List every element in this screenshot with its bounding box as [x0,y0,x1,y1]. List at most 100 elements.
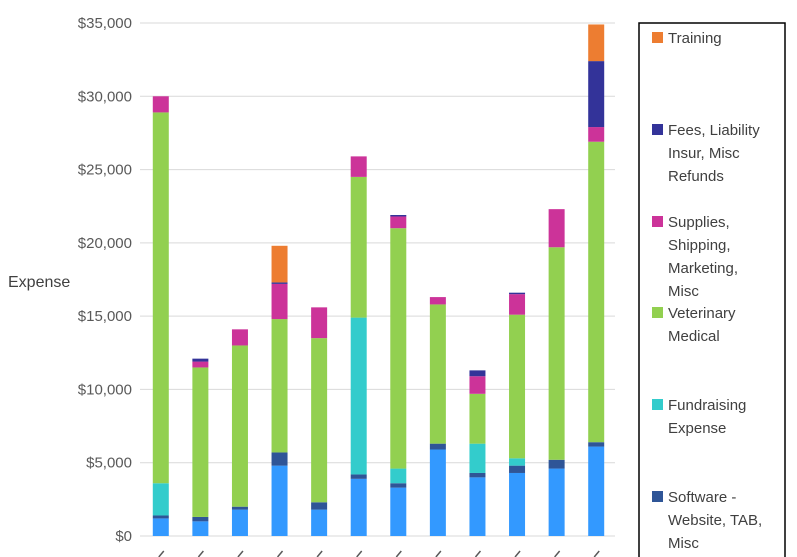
legend-swatch [652,216,663,227]
x-tick-mark [514,550,521,557]
bar-segment [152,518,169,536]
bar-segment [429,304,446,444]
legend-label: Refunds [668,168,724,185]
x-tick-mark [474,550,482,557]
legend-label: Marketing, [668,260,738,277]
bar-segment [390,468,407,484]
x-tick-mark [197,550,204,557]
bar-segment [588,127,605,142]
bar-segment [192,367,209,517]
x-tick-mark [395,550,402,557]
bar-segment [509,465,526,473]
y-tick-label: $25,000 [78,162,132,179]
bar-segment [192,516,209,522]
bar-segment [548,459,565,469]
legend-label: Expense [668,420,726,437]
legend-swatch [652,491,663,502]
bar-segment [548,247,565,460]
bar-segment [231,345,248,507]
y-tick-label: $20,000 [78,235,132,252]
y-tick-label: $5,000 [86,455,132,472]
bar-segment [311,307,328,339]
bar-segment [231,506,248,510]
bar-segment [350,474,367,479]
bar-segment [192,358,209,362]
bars [152,24,605,536]
bar-segment [271,452,288,466]
x-tick-mark [356,550,363,557]
bar-segment [588,442,605,447]
bar-segment [271,465,288,536]
bar-segment [350,176,367,318]
legend-label: Fundraising [668,397,746,414]
bar-segment [350,317,367,475]
bar-segment [311,502,328,510]
bar-segment [390,228,407,469]
legend-label: Insur, Misc [668,145,740,162]
x-tick-mark [593,550,600,557]
bar-segment [390,483,407,488]
legend-box [638,22,786,557]
bar-segment [311,509,328,536]
bar-segment [429,449,446,536]
bar-segment [509,292,526,295]
bar-segment [548,468,565,536]
bar-segment [588,61,605,128]
y-tick-label: $0 [115,528,132,545]
gridlines [140,22,615,537]
bar-segment [271,319,288,453]
x-tick-mark [276,550,284,557]
x-tick-mark [435,550,442,557]
bar-segment [350,156,367,177]
x-tick-mark [316,550,323,557]
legend-swatch [652,307,663,318]
bar-segment [429,297,446,305]
bar-segment [588,446,605,536]
bar-segment [588,24,605,62]
bar-segment [469,376,486,394]
bar-segment [469,443,486,473]
bar-segment [390,216,407,229]
bar-segment [509,314,526,459]
bar-segment [469,472,486,478]
legend-label: Software - [668,489,736,506]
bar-segment [192,521,209,536]
bar-segment [390,215,407,217]
legend-label: Misc [668,535,699,552]
bar-segment [350,478,367,536]
bar-segment [152,112,169,484]
bar-segment [588,141,605,443]
y-tick-label: $10,000 [78,381,132,398]
legend-swatch [652,32,663,43]
y-tick-label: $15,000 [78,308,132,325]
bar-segment [192,361,209,368]
legend-label: Veterinary [668,305,736,322]
bar-segment [271,283,288,320]
bar-segment [152,515,169,519]
legend-label: Fees, Liability [668,122,760,139]
bar-segment [469,393,486,444]
bar-segment [390,487,407,536]
bar-segment [311,338,328,503]
legend-swatch [652,399,663,410]
bar-segment [509,458,526,466]
y-tick-label: $35,000 [78,15,132,32]
legend-swatch [652,124,663,135]
x-axis-tick-marks [158,550,600,557]
bar-segment [271,282,288,284]
legend-label: Website, TAB, [668,512,762,529]
legend-label: Shipping, [668,237,731,254]
bar-segment [548,209,565,248]
x-tick-mark [554,550,561,557]
bar-segment [429,443,446,450]
x-tick-mark [158,550,165,557]
y-axis-ticks: $0 $5,000 $10,000 $15,000 $20,000 $25,000 $30,… [78,15,132,545]
bar-segment [509,294,526,315]
y-axis-label: Expense [8,274,70,291]
bar-segment [469,370,486,377]
bar-segment [152,483,169,516]
bar-segment [152,96,169,113]
legend-label: Medical [668,328,720,345]
bar-segment [469,477,486,536]
